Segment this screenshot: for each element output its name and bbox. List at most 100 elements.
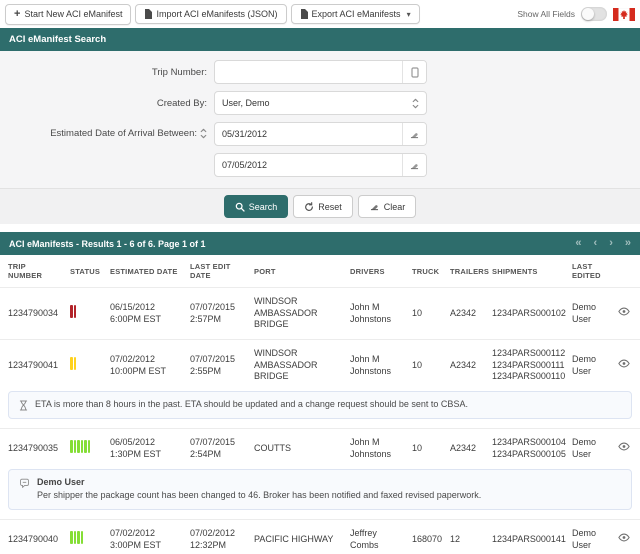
reset-icon bbox=[304, 201, 314, 212]
import-label: Import ACI eManifests (JSON) bbox=[156, 9, 278, 19]
view-cell bbox=[614, 339, 640, 392]
table-row[interactable]: 1234790034 06/15/2012 6:00PM EST 07/07/2… bbox=[0, 286, 640, 340]
start-new-emanifest-button[interactable]: + Start New ACI eManifest bbox=[5, 3, 132, 25]
port-cell: WINDSOR AMBASSADOR BRIDGE bbox=[250, 339, 346, 392]
shipments-cell: 1234PARS000141 bbox=[488, 518, 568, 554]
status-cell bbox=[66, 286, 106, 340]
status-bars-icon bbox=[70, 305, 76, 319]
reset-button[interactable]: Reset bbox=[293, 195, 353, 218]
note-author: Demo User bbox=[37, 476, 85, 487]
import-emanifests-button[interactable]: Import ACI eManifests (JSON) bbox=[135, 4, 287, 24]
export-emanifests-button[interactable]: Export ACI eManifests ▾ bbox=[290, 4, 420, 24]
truck-cell: 168070 bbox=[408, 518, 446, 554]
column-header: LAST EDITED bbox=[572, 262, 601, 280]
created-by-label: Created By: bbox=[156, 97, 207, 109]
trip-number-cell: 1234790040 bbox=[0, 518, 66, 554]
user-comment-note: Demo User Per shipper the package count … bbox=[8, 468, 632, 510]
caret-down-icon: ▾ bbox=[406, 9, 411, 19]
search-form: Trip Number: Created By: User, Demo bbox=[0, 51, 640, 188]
status-cell bbox=[66, 428, 106, 469]
clear-button[interactable]: Clear bbox=[357, 195, 417, 218]
truck-cell: 10 bbox=[408, 428, 446, 469]
note-row: Demo User Per shipper the package count … bbox=[0, 468, 640, 520]
column-header: TRAILERS bbox=[450, 266, 490, 276]
search-panel: ACI eManifest Search Trip Number: Create… bbox=[0, 28, 640, 224]
view-eye-icon[interactable] bbox=[618, 359, 630, 368]
pagination-next-icon[interactable]: › bbox=[609, 237, 613, 249]
search-icon bbox=[235, 202, 245, 212]
drivers-cell: John M Johnstons bbox=[346, 428, 408, 469]
last-edit-date-cell: 07/07/2015 2:57PM bbox=[186, 286, 250, 340]
pagination: « ‹ › » bbox=[575, 238, 631, 249]
select-chevrons-icon bbox=[404, 92, 426, 114]
trip-number-input[interactable] bbox=[215, 61, 402, 83]
pagination-first-icon[interactable]: « bbox=[575, 237, 582, 249]
last-edit-date-cell: 07/02/2012 12:32PM bbox=[186, 518, 250, 554]
note-text: Per shipper the package count has been c… bbox=[37, 490, 482, 501]
comment-bubble-icon bbox=[19, 478, 30, 489]
search-button[interactable]: Search bbox=[223, 195, 289, 218]
table-row[interactable]: 1234790041 07/02/2012 10:00PM EST 07/07/… bbox=[0, 339, 640, 392]
column-header: TRUCK bbox=[412, 266, 440, 276]
top-toolbar: + Start New ACI eManifest Import ACI eMa… bbox=[0, 0, 640, 28]
toggle-knob bbox=[582, 8, 594, 20]
file-import-icon bbox=[144, 9, 153, 19]
port-cell: WINDSOR AMBASSADOR BRIDGE bbox=[250, 286, 346, 340]
start-new-label: Start New ACI eManifest bbox=[24, 9, 123, 19]
arrival-between-text: Estimated Date of Arrival Between: bbox=[50, 128, 197, 139]
column-header: TRIP NUMBER bbox=[8, 262, 43, 280]
view-cell bbox=[614, 286, 640, 340]
status-bars-icon bbox=[70, 357, 76, 371]
last-edited-cell: Demo User bbox=[568, 518, 614, 554]
last-edit-date-cell: 07/07/2015 2:55PM bbox=[186, 339, 250, 392]
last-edit-date-cell: 07/07/2015 2:54PM bbox=[186, 428, 250, 469]
arrival-to-input[interactable] bbox=[215, 154, 402, 176]
clear-label: Clear bbox=[383, 201, 406, 212]
port-cell: COUTTS bbox=[250, 428, 346, 469]
view-cell bbox=[614, 428, 640, 469]
clear-date-eraser-icon[interactable] bbox=[402, 123, 426, 145]
view-eye-icon[interactable] bbox=[618, 533, 630, 542]
status-cell bbox=[66, 518, 106, 554]
reset-label: Reset bbox=[318, 201, 342, 212]
search-label: Search bbox=[248, 201, 278, 212]
column-header: SHIPMENTS bbox=[492, 266, 538, 276]
sort-chevrons-icon[interactable] bbox=[200, 128, 207, 139]
eraser-icon bbox=[369, 201, 380, 212]
created-by-select[interactable]: User, Demo bbox=[214, 91, 427, 115]
arrival-between-label: Estimated Date of Arrival Between: bbox=[0, 122, 214, 139]
show-all-fields-toggle[interactable] bbox=[581, 7, 607, 21]
numeric-field-icon[interactable] bbox=[402, 61, 426, 83]
arrival-from-input[interactable] bbox=[215, 123, 402, 145]
truck-cell: 10 bbox=[408, 286, 446, 340]
canada-flag-icon bbox=[613, 7, 635, 21]
column-header: ESTIMATED DATE bbox=[110, 266, 178, 276]
column-header: DRIVERS bbox=[350, 266, 385, 276]
shipments-cell: 1234PARS000102 bbox=[488, 286, 568, 340]
table-row[interactable]: 1234790040 07/02/2012 3:00PM EST 07/02/2… bbox=[0, 518, 640, 554]
search-panel-header: ACI eManifest Search bbox=[0, 28, 640, 51]
estimated-date-cell: 07/02/2012 10:00PM EST bbox=[106, 339, 186, 392]
table-row[interactable]: 1234790035 06/05/2012 1:30PM EST 07/07/2… bbox=[0, 428, 640, 469]
trip-number-cell: 1234790041 bbox=[0, 339, 66, 392]
clear-date-eraser-icon[interactable] bbox=[402, 154, 426, 176]
port-cell: PACIFIC HIGHWAY bbox=[250, 518, 346, 554]
view-eye-icon[interactable] bbox=[618, 307, 630, 316]
trailers-cell: 12 bbox=[446, 518, 488, 554]
view-eye-icon[interactable] bbox=[618, 442, 630, 451]
export-label: Export ACI eManifests bbox=[311, 9, 401, 19]
view-cell bbox=[614, 518, 640, 554]
view-column-header bbox=[614, 255, 640, 288]
column-header: STATUS bbox=[70, 266, 101, 276]
drivers-cell: Jeffrey Combs bbox=[346, 518, 408, 554]
column-header: LAST EDIT DATE bbox=[190, 262, 231, 280]
drivers-cell: John M Johnstons bbox=[346, 286, 408, 340]
search-actions: Search Reset Clear bbox=[0, 188, 640, 224]
pagination-prev-icon[interactable]: ‹ bbox=[593, 237, 598, 249]
pagination-last-icon[interactable]: » bbox=[624, 237, 631, 249]
trailers-cell: A2342 bbox=[446, 339, 488, 392]
created-by-value: User, Demo bbox=[222, 98, 270, 108]
estimated-date-cell: 06/15/2012 6:00PM EST bbox=[106, 286, 186, 340]
hourglass-icon bbox=[19, 400, 28, 411]
last-edited-cell: Demo User bbox=[568, 428, 614, 469]
